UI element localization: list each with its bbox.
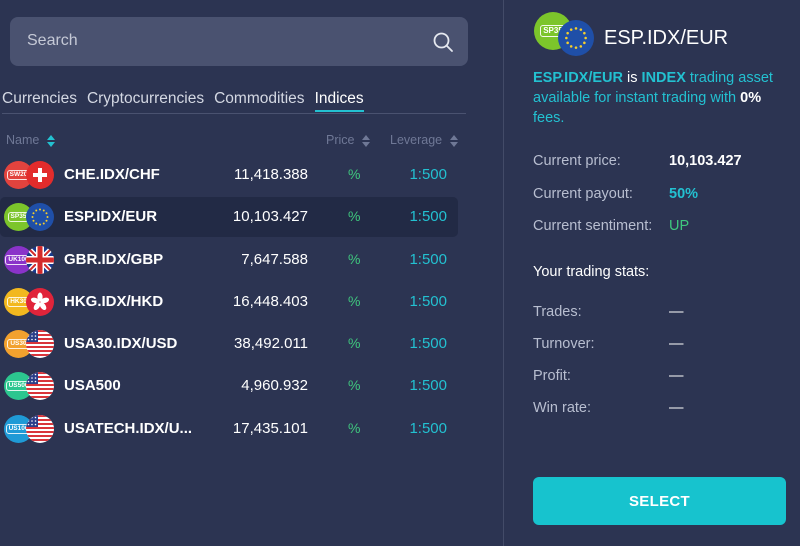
table-row[interactable]: US30 USA30.IDX/USD 38,492.011% 1:500: [0, 323, 503, 365]
asset-flags: HK30: [4, 287, 54, 316]
table-row[interactable]: US100 USATECH.IDX/U... 17,435.101% 1:500: [0, 408, 503, 450]
select-button[interactable]: SELECT: [533, 477, 786, 525]
current-price-value: 10,103.427: [669, 153, 742, 169]
asset-description: ESP.IDX/EUR is INDEX trading asset avail…: [533, 70, 773, 126]
us-flag-icon: [26, 330, 54, 359]
asset-leverage: 1:500: [409, 335, 447, 353]
turnover-value: —: [669, 336, 684, 352]
asset-name: HKG.IDX/HKD: [64, 292, 164, 310]
eu-flag-icon: [26, 203, 54, 232]
asset-flags: UK100: [4, 245, 54, 274]
profit-value: —: [669, 368, 684, 384]
column-header-name[interactable]: Name: [6, 133, 55, 147]
asset-detail-panel: SP35 ESP.IDX/EUR ESP.IDX/EUR is INDEX tr…: [504, 0, 800, 546]
table-row[interactable]: US500 USA500 4,960.932% 1:500: [0, 365, 503, 407]
asset-title: ESP.IDX/EUR: [604, 27, 729, 49]
asset-payout: %: [348, 166, 361, 182]
turnover-label: Turnover:: [533, 336, 595, 352]
asset-name: ESP.IDX/EUR: [64, 208, 158, 226]
current-sentiment-label: Current sentiment:: [533, 218, 653, 234]
asset-price: 17,435.101: [232, 419, 308, 437]
hongkong-flag-icon: [26, 287, 54, 316]
profit-label: Profit:: [533, 368, 571, 384]
search-icon[interactable]: [432, 31, 454, 53]
us-flag-icon: [26, 414, 54, 443]
asset-payout: %: [348, 335, 361, 352]
asset-name: USATECH.IDX/U...: [64, 419, 193, 437]
panel-divider: [503, 0, 504, 546]
us-flag-icon: [26, 372, 54, 401]
sort-icon: [361, 134, 370, 147]
trades-label: Trades:: [533, 304, 582, 320]
tab-cryptocurrencies[interactable]: Cryptocurrencies: [86, 90, 205, 107]
search-input[interactable]: Search: [27, 32, 78, 49]
asset-price: 10,103.427: [232, 208, 308, 226]
tabs-divider: [2, 113, 466, 114]
asset-leverage: 1:500: [409, 377, 447, 395]
column-header-leverage[interactable]: Leverage: [390, 133, 458, 147]
current-sentiment-value: UP: [669, 218, 690, 234]
asset-leverage: 1:500: [409, 166, 447, 183]
current-payout-label: Current payout:: [533, 186, 633, 202]
asset-badge: SP35: [534, 12, 596, 56]
asset-payout: %: [348, 377, 361, 394]
tab-currencies[interactable]: Currencies: [2, 90, 77, 107]
asset-flags: SW20: [4, 161, 54, 189]
asset-price: 16,448.403: [232, 292, 308, 310]
asset-price: 38,492.011: [234, 335, 308, 353]
asset-table: SW20 CHE.IDX/CHF 11,418.388% 1:500 SP35 ESP.I…: [0, 154, 503, 450]
asset-leverage: 1:500: [409, 292, 447, 310]
category-tabs: Currencies Cryptocurrencies Commodities …: [2, 90, 374, 114]
asset-name: GBR.IDX/GBP: [64, 250, 164, 268]
asset-name: USA30.IDX/USD: [64, 335, 178, 353]
asset-price: 7,647.588: [241, 250, 308, 268]
asset-name: USA500: [64, 377, 121, 395]
asset-payout: %: [348, 250, 361, 267]
asset-payout: %: [348, 419, 361, 436]
trading-stats-title: Your trading stats:: [533, 264, 650, 280]
switzerland-flag-icon: [26, 161, 54, 189]
tab-commodities[interactable]: Commodities: [214, 90, 305, 107]
table-row[interactable]: SW20 CHE.IDX/CHF 11,418.388% 1:500: [0, 154, 503, 196]
asset-flags: US30: [4, 330, 54, 359]
asset-leverage: 1:500: [409, 208, 447, 226]
win-rate-value: —: [669, 400, 684, 416]
asset-payout: %: [348, 208, 361, 225]
current-payout-value: 50%: [669, 186, 699, 202]
asset-list-panel: Search Currencies Cryptocurrencies Commo…: [0, 17, 503, 450]
eu-flag-icon: [558, 20, 594, 56]
asset-leverage: 1:500: [409, 419, 447, 437]
tab-indices[interactable]: Indices: [314, 90, 364, 112]
asset-price: 11,418.388: [234, 166, 308, 183]
trades-value: —: [669, 304, 684, 320]
table-row[interactable]: UK100 GBR.IDX/GBP 7,647.588% 1:500: [0, 239, 503, 281]
table-row[interactable]: SP35 ESP.IDX/EUR 10,103.427% 1:500: [0, 196, 503, 238]
sort-icon: [449, 134, 458, 147]
asset-price: 4,960.932: [241, 377, 308, 395]
table-row[interactable]: HK30 HKG.IDX/HKD 16,448.403% 1:500: [0, 281, 503, 323]
asset-flags: US500: [4, 372, 54, 401]
sort-icon: [46, 134, 55, 147]
asset-flags: US100: [4, 414, 54, 443]
asset-name: CHE.IDX/CHF: [64, 166, 160, 183]
uk-flag-icon: [26, 245, 54, 274]
asset-payout: %: [348, 292, 361, 309]
search-box[interactable]: Search: [10, 17, 468, 66]
win-rate-label: Win rate:: [533, 400, 592, 416]
current-price-label: Current price:: [533, 153, 621, 169]
asset-leverage: 1:500: [409, 250, 447, 268]
asset-flags: SP35: [4, 203, 54, 232]
column-header-price[interactable]: Price: [326, 133, 370, 147]
